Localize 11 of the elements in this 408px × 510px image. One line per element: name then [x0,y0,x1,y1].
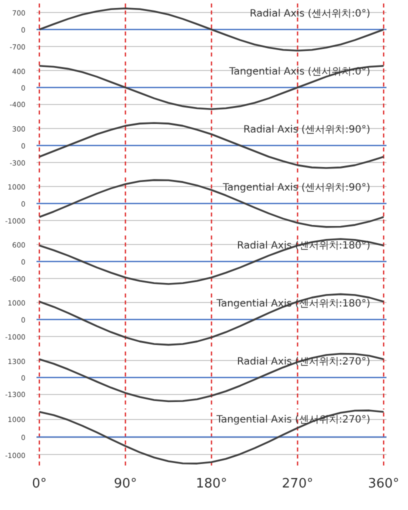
text: Radial Axis (센서위치:180°) [236,240,370,252]
x-tick-label: 360° [368,476,400,492]
x-tick-label: 180° [196,476,228,492]
x-tick-label: 90° [114,476,137,492]
text: Radial Axis (센서위치:90°) [243,124,370,136]
text: Tangential Axis (센서위치:180°) [216,298,370,310]
x-tick-label: 270° [282,476,314,492]
text: Radial Axis (센서위치:0°) [250,8,370,20]
text: Radial Axis (센서위치:270°) [236,356,370,368]
text: Tangential Axis (센서위치:90°) [222,182,370,194]
x-tick-label: 0° [32,476,47,492]
